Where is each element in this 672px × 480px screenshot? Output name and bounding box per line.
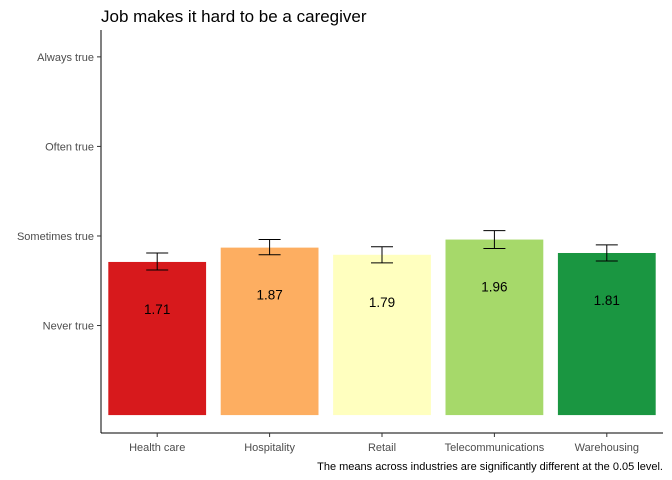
- bar: [445, 239, 544, 416]
- bar: [333, 254, 431, 416]
- x-tick-label: Retail: [368, 442, 396, 454]
- data-label: 1.71: [144, 302, 170, 317]
- error-bars-group: [146, 230, 618, 271]
- chart-title: Job makes it hard to be a caregiver: [101, 7, 367, 26]
- data-label: 1.87: [256, 288, 282, 303]
- chart-caption: The means across industries are signific…: [317, 461, 663, 473]
- y-tick-label: Never true: [43, 321, 94, 333]
- bar: [220, 247, 319, 416]
- data-labels-group: 1.71 1.87 1.79 1.96 1.81: [144, 280, 620, 317]
- x-tick-label: Warehousing: [575, 442, 639, 454]
- bar: [108, 261, 207, 416]
- y-tick-label: Sometimes true: [17, 231, 94, 243]
- data-label: 1.81: [594, 293, 620, 308]
- bars-group: [108, 239, 656, 416]
- x-tick-label: Hospitality: [244, 442, 295, 454]
- y-axis: Never true Sometimes true Often true Always…: [17, 30, 102, 433]
- y-tick-label: Often true: [45, 141, 94, 153]
- x-tick-label: Telecommunications: [445, 442, 545, 454]
- y-tick-label: Always true: [37, 52, 94, 64]
- data-label: 1.96: [481, 280, 507, 295]
- bar: [557, 252, 656, 416]
- x-tick-label: Health care: [129, 442, 185, 454]
- x-axis: Health care Hospitality Retail Telecommunic…: [101, 432, 663, 454]
- data-label: 1.79: [369, 295, 395, 310]
